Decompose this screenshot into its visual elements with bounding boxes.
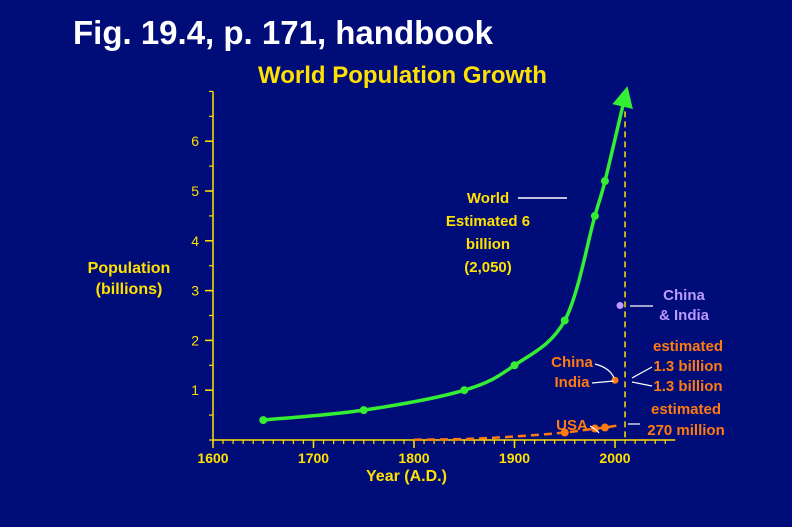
series-line-world [263,86,633,422]
data-point-world [510,361,519,370]
y-tick-label: 5 [191,183,199,199]
usa-label: USA [556,417,588,434]
y-tick-label: 3 [191,283,199,299]
chart-title: World Population Growth [258,62,547,89]
y-tick-label: 1 [191,382,199,398]
china-india-marker [611,376,619,384]
data-point-world [560,316,569,325]
china-label: China [551,354,593,371]
x-tick-label: 1600 [197,450,228,466]
data-point-usa [600,423,609,432]
estimated-china-leader [631,366,653,379]
data-point-world [600,177,609,186]
y-tick-label: 6 [191,133,199,149]
y-tick-label: 2 [191,332,199,348]
china-leader-line [594,363,615,379]
china-india-2050-point [616,302,624,310]
world-annotation-line4: (2,050) [464,259,512,276]
estimated-india-value: 1.3 billion [653,378,722,395]
x-tick-label: 1700 [298,450,329,466]
x-tick-label: 1900 [499,450,530,466]
estimated-china-value: 1.3 billion [653,358,722,375]
y-tick-label: 4 [191,233,199,249]
estimated-india-leader [631,381,653,387]
estimated-label-1: estimated [653,338,723,355]
estimated-usa-value: 270 million [647,422,725,439]
data-point-world [460,386,469,395]
x-axis-label: Year (A.D.) [366,468,447,485]
figure-title: Fig. 19.4, p. 171, handbook [73,14,493,51]
world-annotation-line3: billion [466,236,510,253]
data-point-world [259,416,268,425]
world-annotation-line1: World [467,190,509,207]
india-label: India [554,374,590,391]
data-point-world [590,211,599,220]
x-tick-label: 2000 [599,450,630,466]
series-line-usa [413,423,621,442]
y-axis-label: Population (billions) [74,258,184,300]
data-point-world [359,406,368,415]
world-annotation-line2: Estimated 6 [446,213,530,230]
axes: 1 2 3 4 5 6 1600 1700 1800 1900 2000 [191,90,676,466]
y-axis-label-line1: Population [87,260,171,277]
series-group [259,86,633,442]
usa-leader-line [589,425,600,434]
estimated-label-2: estimated [651,401,721,418]
annotations: World Estimated 6 billion (2,050) China & Ind… [446,190,725,439]
x-tick-label: 1800 [398,450,429,466]
y-axis-label-line2: (billions) [95,281,163,298]
china-india-2050-label-line1: China [663,287,705,304]
data-point-usa [560,428,569,437]
india-leader-line [591,380,615,384]
china-india-2050-label-line2: & India [659,307,710,324]
